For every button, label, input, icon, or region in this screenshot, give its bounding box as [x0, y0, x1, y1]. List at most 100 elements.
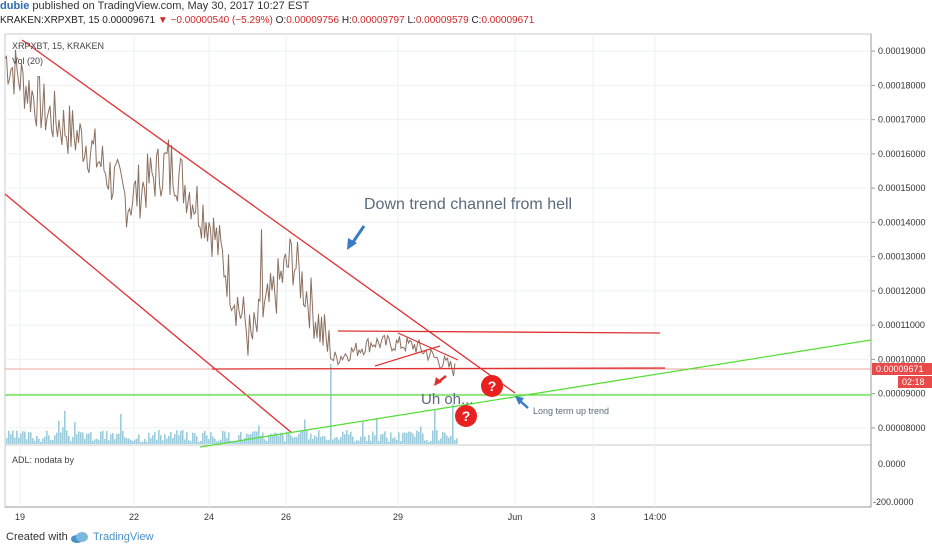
volume-bar — [406, 432, 408, 444]
volume-bar — [420, 426, 422, 444]
time-tick-label: 29 — [393, 512, 403, 522]
volume-bar — [36, 435, 38, 444]
publish-header: dubie published on TradingView.com, May … — [0, 0, 309, 16]
volume-bar — [416, 430, 418, 444]
volume-bar — [94, 439, 96, 444]
question-mark-2: ? — [462, 408, 471, 424]
volume-bar — [328, 439, 330, 444]
volume-bar — [356, 440, 358, 444]
volume-bar — [300, 430, 302, 444]
volume-label[interactable]: Vol (20) — [12, 56, 43, 66]
volume-bar — [6, 438, 8, 444]
volume-bar — [102, 430, 104, 444]
price-change: ▼ −0.00000540 (−5.29%) — [157, 15, 273, 26]
close-value: 0.00009671 — [481, 15, 535, 26]
adl-label[interactable]: ADL: nodata by — [12, 455, 75, 465]
volume-bar — [222, 430, 224, 444]
price-tick-label: 0.00011000 — [878, 320, 925, 330]
volume-bar — [320, 436, 322, 444]
volume-bar — [214, 438, 216, 444]
volume-bar — [10, 434, 12, 444]
volume-bar — [344, 434, 346, 444]
volume-bar — [414, 436, 416, 444]
volume-bar — [42, 438, 44, 444]
volume-bar — [430, 440, 432, 444]
volume-bar — [252, 431, 254, 444]
volume-bar — [384, 431, 386, 444]
price-axis[interactable]: 0.00019000 0.00018000 0.00017000 0.00016000… — [871, 46, 926, 433]
adl-tick-0: 0.0000 — [878, 459, 906, 469]
tradingview-brand-link[interactable]: TradingView — [93, 531, 154, 543]
volume-bar — [210, 431, 212, 444]
volume-bar — [86, 433, 88, 444]
published-info: published on TradingView.com, May 30, 20… — [32, 0, 310, 12]
question-mark-1: ? — [488, 378, 497, 394]
volume-bar — [82, 432, 84, 444]
volume-bar — [202, 433, 204, 444]
volume-bar — [190, 441, 192, 444]
volume-bar — [176, 430, 178, 444]
channel-lower-line — [4, 193, 293, 434]
price-tick-label: 0.00010000 — [878, 354, 926, 364]
volume-bar — [186, 431, 188, 444]
volume-bar — [208, 439, 210, 444]
volume-bar — [66, 430, 68, 444]
volume-bar — [80, 432, 82, 444]
volume-bar — [350, 431, 352, 444]
volume-bar — [76, 434, 78, 444]
volume-bar — [322, 436, 324, 444]
volume-bar — [302, 431, 304, 444]
high-label: H: — [341, 15, 352, 26]
volume-bar — [200, 440, 202, 444]
volume-bar — [134, 439, 136, 444]
volume-bar — [224, 431, 226, 444]
volume-bar — [308, 439, 310, 444]
close-label: C: — [471, 15, 482, 26]
volume-bar — [450, 435, 452, 444]
volume-bar — [172, 438, 174, 444]
volume-bar — [454, 439, 456, 444]
volume-bar — [84, 438, 86, 444]
volume-bar — [126, 438, 128, 444]
volume-bar — [396, 440, 398, 444]
volume-bar — [440, 438, 442, 444]
volume-bar — [386, 437, 388, 444]
volume-bar — [424, 440, 426, 444]
volume-bar — [452, 404, 454, 444]
volume-bar — [56, 432, 58, 444]
volume-bar — [264, 439, 266, 444]
wedge-lower-line — [397, 332, 459, 361]
volume-bar — [216, 441, 218, 444]
author-name[interactable]: dubie — [0, 0, 30, 12]
volume-bar — [298, 433, 300, 444]
volume-bar — [312, 438, 314, 444]
volume-bar — [104, 439, 106, 444]
volume-bar — [22, 431, 24, 444]
volume-bar — [124, 437, 126, 444]
long-term-up-trend-line — [199, 339, 872, 448]
volume-bar — [98, 439, 100, 444]
volume-bar — [74, 421, 76, 444]
volume-bar — [370, 440, 372, 444]
volume-bar — [334, 437, 336, 444]
volume-bar — [270, 433, 272, 444]
volume-bar — [90, 432, 92, 444]
time-axis[interactable]: 19 22 24 26 29 Jun 3 14:00 — [15, 512, 666, 522]
volume-bar — [238, 435, 240, 444]
volume-bar — [164, 434, 166, 444]
chart-canvas[interactable]: Down trend channel from hell Uh oh... ? … — [0, 0, 932, 526]
volume-bar — [408, 431, 410, 444]
volume-bar — [116, 433, 118, 444]
pane-title: XRPXBT, 15, KRAKEN — [12, 41, 104, 51]
volume-bar — [262, 432, 264, 444]
time-tick-label: 22 — [129, 512, 139, 522]
volume-bar — [160, 435, 162, 444]
volume-bar — [404, 432, 406, 444]
volume-bar — [60, 432, 62, 444]
volume-bar — [96, 438, 98, 444]
volume-bar — [58, 420, 60, 444]
low-value: 0.00009579 — [415, 15, 469, 26]
volume-bar — [286, 431, 288, 444]
volume-bar — [296, 437, 298, 444]
volume-bar — [24, 431, 26, 444]
